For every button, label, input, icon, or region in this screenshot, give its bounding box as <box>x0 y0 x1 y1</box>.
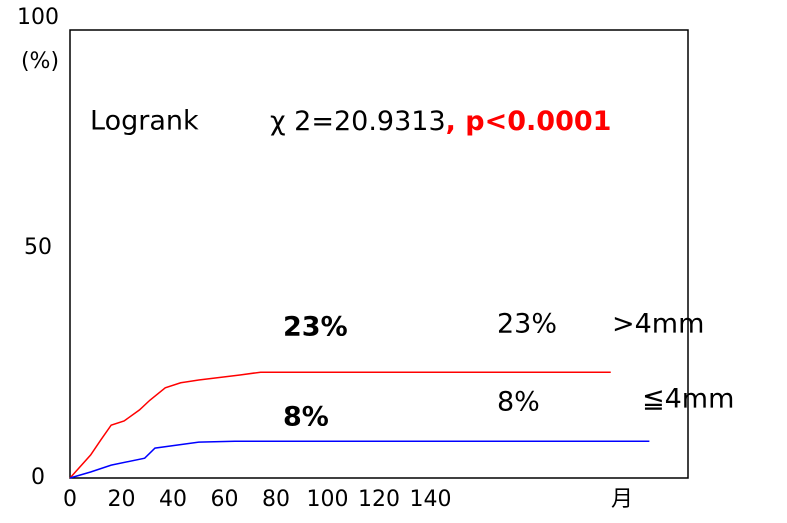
x-tick-label: 80 <box>262 487 290 512</box>
y-tick-label: 100 <box>17 5 59 30</box>
annotation: , p<0.0001 <box>446 106 612 137</box>
x-tick-label: 0 <box>63 487 77 512</box>
plot-frame <box>69 29 689 479</box>
y-tick-label: 0 <box>31 465 45 490</box>
annotation: Logrank <box>90 106 199 137</box>
x-tick-label: 40 <box>159 487 187 512</box>
y-tick-label: 50 <box>24 235 52 260</box>
annotation: 23% <box>497 309 557 340</box>
y-axis-label: (%) <box>21 49 59 74</box>
annotation: 8% <box>283 402 329 433</box>
x-tick-label: 20 <box>108 487 136 512</box>
x-tick-label: 100 <box>307 487 349 512</box>
annotation: 8% <box>497 387 540 418</box>
line <box>69 371 611 479</box>
annotation: 23% <box>283 312 348 343</box>
annotation: χ 2=20.9313, p<0.0001 <box>270 106 611 137</box>
x-axis-label: 月 <box>611 487 633 512</box>
legend-label: >4mm <box>612 309 704 340</box>
x-tick-label: 120 <box>358 487 400 512</box>
line <box>69 440 650 479</box>
x-tick-label: 140 <box>410 487 452 512</box>
legend-label: ≦4mm <box>642 384 734 415</box>
x-tick-label: 60 <box>211 487 239 512</box>
annotation: χ 2=20.9313 <box>270 106 446 137</box>
